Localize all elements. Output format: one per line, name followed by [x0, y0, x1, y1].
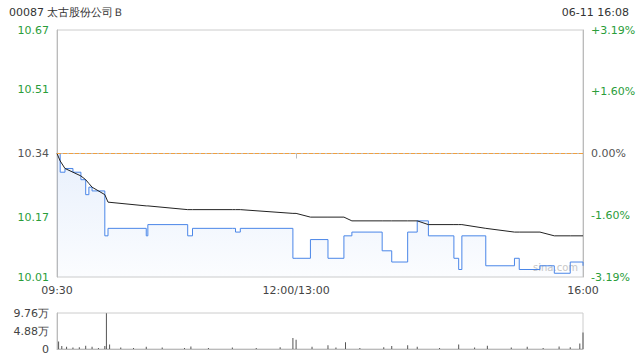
- svg-text:10.34: 10.34: [18, 147, 50, 160]
- svg-text:00087 太古股份公司Ｂ: 00087 太古股份公司Ｂ: [9, 6, 125, 19]
- svg-text:+3.19%: +3.19%: [591, 24, 635, 37]
- svg-text:10.01: 10.01: [18, 271, 50, 284]
- svg-text:10.17: 10.17: [18, 211, 50, 224]
- svg-text:09:30: 09:30: [41, 284, 73, 297]
- svg-text:10.51: 10.51: [18, 83, 50, 96]
- svg-text:10.67: 10.67: [18, 24, 50, 37]
- svg-text:0: 0: [42, 343, 49, 356]
- svg-text:9.76万: 9.76万: [14, 307, 50, 320]
- svg-text:06-11 16:08: 06-11 16:08: [562, 6, 629, 19]
- svg-text:-3.19%: -3.19%: [591, 271, 630, 284]
- svg-text:4.88万: 4.88万: [14, 325, 50, 338]
- svg-text:-1.60%: -1.60%: [591, 209, 630, 222]
- svg-text:0.00%: 0.00%: [591, 147, 626, 160]
- svg-text:12:00/13:00: 12:00/13:00: [263, 284, 330, 297]
- svg-text:16:00: 16:00: [567, 284, 599, 297]
- svg-text:+1.60%: +1.60%: [591, 85, 635, 98]
